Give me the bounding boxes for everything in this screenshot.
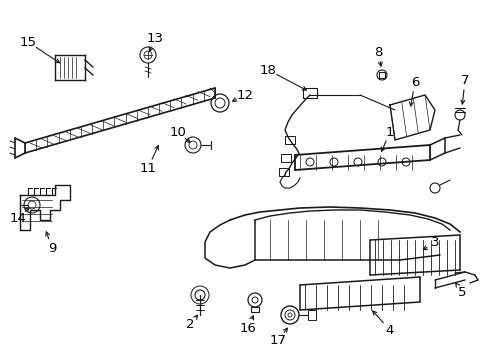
Text: 12: 12 xyxy=(236,89,253,102)
Bar xyxy=(378,72,384,78)
Text: 3: 3 xyxy=(430,235,438,248)
Bar xyxy=(307,310,315,320)
Text: 2: 2 xyxy=(185,319,194,332)
Text: 14: 14 xyxy=(10,212,26,225)
Text: 8: 8 xyxy=(373,45,382,59)
Bar xyxy=(285,136,294,144)
Text: 15: 15 xyxy=(20,36,37,49)
Text: 9: 9 xyxy=(48,242,56,255)
Text: 4: 4 xyxy=(385,324,393,337)
Bar xyxy=(250,307,259,312)
Text: 10: 10 xyxy=(169,126,186,139)
Text: 16: 16 xyxy=(239,321,256,334)
Text: 18: 18 xyxy=(259,63,276,77)
Text: 6: 6 xyxy=(410,76,418,89)
Text: 5: 5 xyxy=(457,285,465,298)
Text: 1: 1 xyxy=(385,126,393,139)
Text: 17: 17 xyxy=(269,333,286,346)
Text: 13: 13 xyxy=(146,32,163,45)
Text: 7: 7 xyxy=(460,73,468,86)
Text: 11: 11 xyxy=(139,162,156,175)
Bar xyxy=(279,168,288,176)
Bar xyxy=(281,154,290,162)
Bar xyxy=(303,88,316,98)
